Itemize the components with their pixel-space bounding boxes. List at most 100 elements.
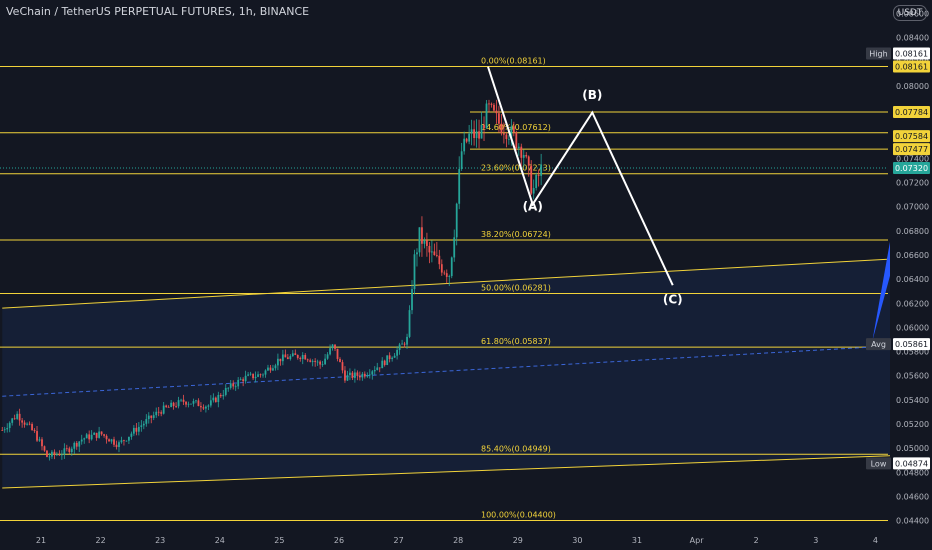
price-badge [893,162,930,175]
candle-body [371,371,374,375]
candle-body [1,430,4,431]
y-tick-label: 0.07400 [896,154,929,163]
fib-label: 61.80%(0.05837) [481,337,551,346]
candles [1,99,543,461]
candle-body [304,354,307,360]
candle-body [237,379,240,387]
candle-body [483,124,485,129]
candle-body [376,367,379,371]
candle-body [520,146,523,158]
candle-body [274,365,277,369]
price-badge [893,338,930,351]
currency-button[interactable]: USDT [893,5,927,21]
candle-body [368,374,371,376]
candle-body [13,418,16,420]
candle-body [341,362,344,371]
candle-body [324,358,326,365]
candle-body [113,439,115,445]
candle-body [349,372,351,376]
candle-body [41,439,43,447]
x-tick-label: Apr [690,536,705,545]
candle-body [222,394,225,397]
y-tick-label: 0.04600 [896,492,929,501]
candle-body [150,415,153,418]
price-badge-text: 0.05861 [895,340,928,349]
candle-body [470,129,473,134]
time-axis[interactable]: 21 22 23 24 25 26 27 28 29 30 31 Apr 2 3 4 [36,536,878,545]
candle-body [157,411,160,413]
wave-line [487,66,674,286]
y-tick-label: 0.06600 [896,251,929,260]
candle-body [170,402,173,408]
x-tick-label: 4 [873,536,878,545]
candle-body [31,424,33,431]
candle-body [306,359,309,361]
candle-body [249,373,252,375]
candle-body [83,438,86,440]
candle-body [291,353,294,357]
fib-label: 85.40%(0.04949) [481,444,551,453]
price-tag-text: Avg [871,340,886,349]
price-badge [893,457,930,470]
candle-body [202,407,205,409]
candle-body [296,354,299,358]
y-tick-label: 0.08000 [896,82,929,91]
candle-body [512,126,515,133]
x-tick-label: 31 [632,536,642,545]
candle-body [458,168,461,204]
x-tick-label: 22 [96,536,106,545]
candle-body [33,430,36,432]
candle-body [264,370,267,375]
price-tag-text: High [869,50,887,59]
x-tick-label: 3 [813,536,818,545]
candle-body [3,429,6,431]
candle-body [85,434,88,439]
candle-body [386,355,389,365]
fib-label: 0.00%(0.08161) [481,57,546,66]
candle-body [6,427,9,430]
candle-body [418,227,421,253]
price-badge-text: 0.04874 [895,459,928,468]
candle-body [351,372,354,378]
candle-body [498,113,500,124]
candle-body [128,436,130,441]
price-badges: 0.08161High0.081610.077840.075840.074770… [866,47,930,470]
candle-body [319,361,322,365]
candle-body [187,403,190,405]
candle-body [190,403,192,405]
candle-body [299,357,302,359]
candle-body [105,435,108,440]
candle-body [58,454,61,456]
channel-lower-line [2,454,900,489]
price-badge-text: 0.08161 [895,50,928,59]
candle-body [227,387,230,389]
candle-body [426,240,428,246]
candle-body [135,427,138,432]
candle-body [137,426,140,432]
candle-body [185,401,187,405]
candle-body [515,132,518,149]
candle-body [463,138,466,152]
candle-body [93,432,96,435]
x-tick-label: 26 [334,536,344,545]
candle-body [507,138,510,140]
candle-body [48,456,51,458]
candle-body [331,344,334,349]
x-tick-label: 25 [274,536,284,545]
candle-body [132,427,135,434]
y-tick-label: 0.05400 [896,396,929,405]
candle-body [502,133,505,135]
candle-body [115,444,118,448]
fib-label: 50.00%(0.06281) [481,283,551,292]
parallel-channel [2,258,900,489]
candle-body [339,358,341,363]
candle-body [63,448,66,455]
candle-body [450,257,453,277]
candle-body [530,165,533,194]
candle-body [443,272,446,274]
candle-body [207,405,210,407]
y-tick-label: 0.06800 [896,227,929,236]
candle-body [334,344,336,349]
candle-body [366,375,369,377]
